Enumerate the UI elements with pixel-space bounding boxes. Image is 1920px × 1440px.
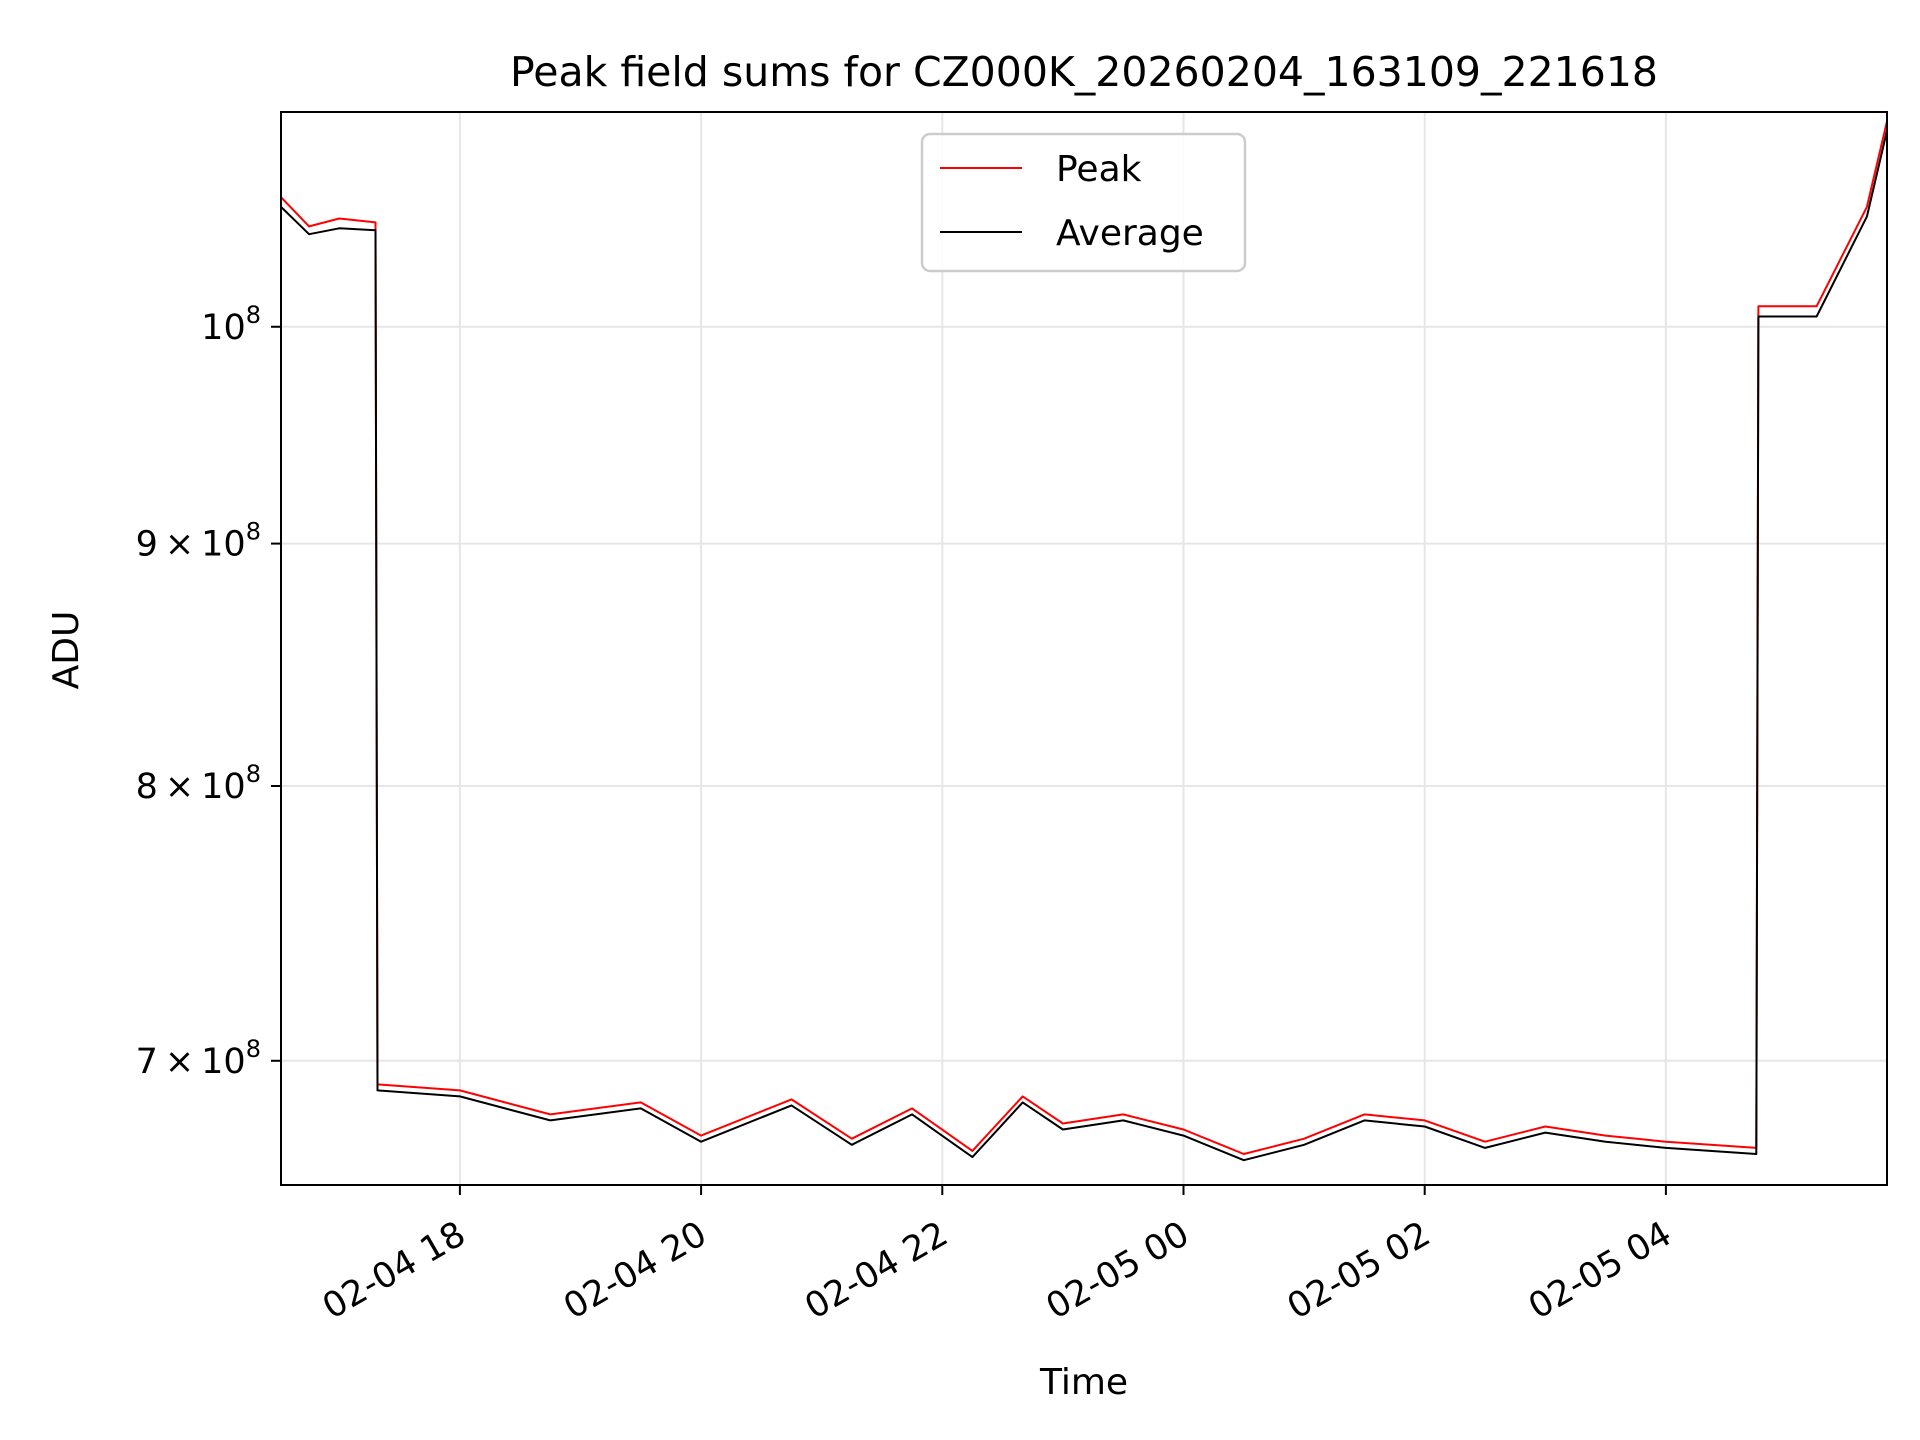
- y-tick-label: 8 × 108: [136, 760, 261, 807]
- y-tick-label: 7 × 108: [136, 1035, 261, 1082]
- y-tick-label: 9 × 108: [136, 518, 261, 565]
- legend-label-peak: Peak: [1056, 149, 1142, 190]
- x-axis-label: Time: [1039, 1362, 1128, 1403]
- series-average-line: [280, 130, 1888, 1162]
- plot-frame: [280, 111, 1888, 1186]
- series-lines: [280, 121, 1888, 1162]
- chart-title: Peak field sums for CZ000K_20260204_1631…: [510, 48, 1658, 96]
- legend-label-average: Average: [1056, 213, 1204, 254]
- series-peak-line: [280, 121, 1888, 1155]
- legend: Peak Average: [920, 132, 1247, 273]
- grid: [281, 112, 1887, 1185]
- y-axis-label: ADU: [46, 611, 87, 690]
